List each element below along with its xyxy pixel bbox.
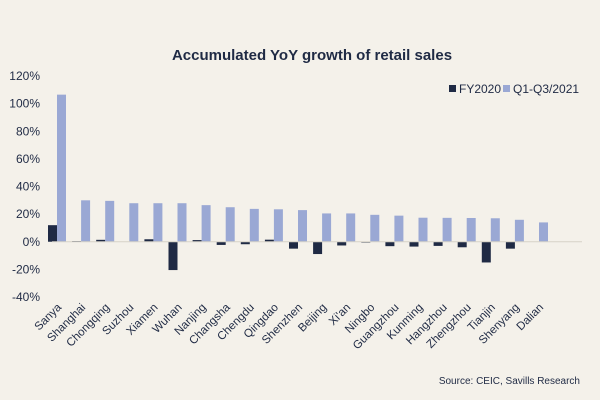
y-tick-label: 60% — [16, 152, 40, 166]
bar-fy2020-qingdao — [264, 239, 274, 242]
bar-fy2020-nanjing — [192, 240, 202, 242]
bar-q1-q3-2021-guangzhou — [394, 215, 404, 242]
bar-q1-q3-2021-suzhou — [129, 203, 139, 242]
y-tick-label: 80% — [16, 124, 40, 138]
legend-label: Q1-Q3/2021 — [513, 82, 579, 96]
bar-fy2020-chongqing — [96, 239, 106, 242]
y-tick-label: -20% — [12, 262, 40, 276]
bar-fy2020-kunming — [409, 241, 419, 247]
bar-fy2020-beijing — [313, 241, 323, 255]
bar-q1-q3-2021-tianjin — [490, 218, 500, 242]
source-note: Source: CEIC, Savills Research — [439, 376, 580, 387]
bar-fy2020-chengdu — [240, 241, 250, 245]
legend-swatch — [503, 85, 510, 92]
bar-fy2020-zhengzhou — [457, 241, 467, 248]
bar-fy2020-wuhan — [168, 241, 178, 271]
bar-q1-q3-2021-nanjing — [201, 205, 211, 242]
legend-label: FY2020 — [459, 82, 501, 96]
bar-fy2020-changsha — [216, 241, 226, 245]
bar-fy2020-xian — [337, 241, 347, 246]
bar-q1-q3-2021-beijing — [322, 213, 332, 242]
bar-fy2020-shenzhen — [289, 241, 298, 249]
bar-q1-q3-2021-shanghai — [81, 200, 91, 242]
bar-q1-q3-2021-dalian — [539, 222, 548, 242]
legend: FY2020 Q1-Q3/2021 — [449, 82, 579, 96]
bar-q1-q3-2021-xiamen — [153, 203, 163, 242]
bar-fy2020-xiamen — [144, 239, 154, 242]
bar-fy2020-tianjin — [481, 241, 491, 263]
y-tick-label: 100% — [9, 97, 40, 111]
legend-swatch — [449, 85, 456, 92]
bar-q1-q3-2021-ningbo — [370, 214, 380, 242]
y-axis: -40% -20% 0% 20% 40% 60% 80% 100% 120% — [9, 69, 40, 304]
x-tick-label: Dalian — [515, 302, 547, 334]
bars — [48, 94, 582, 271]
bar-fy2020-hangzhou — [433, 241, 443, 246]
chart-title: Accumulated YoY growth of retail sales — [172, 47, 452, 64]
y-tick-label: 0% — [23, 235, 41, 249]
x-axis: SanyaShanghaiChongqingSuzhouXiamenWuhanN… — [33, 301, 547, 352]
bar-q1-q3-2021-qingdao — [273, 209, 283, 242]
bar-q1-q3-2021-chengdu — [249, 208, 259, 242]
bar-q1-q3-2021-wuhan — [177, 203, 187, 242]
bar-q1-q3-2021-chongqing — [105, 200, 115, 242]
bar-q1-q3-2021-xian — [346, 213, 356, 242]
bar-q1-q3-2021-shenzhen — [298, 210, 307, 242]
bar-fy2020-guangzhou — [385, 241, 395, 247]
bar-fy2020-shenyang — [505, 241, 515, 249]
bar-q1-q3-2021-sanya — [57, 94, 66, 242]
y-tick-label: 20% — [16, 207, 40, 221]
y-tick-label: 40% — [16, 180, 40, 194]
bar-q1-q3-2021-hangzhou — [442, 217, 452, 242]
bar-q1-q3-2021-zhengzhou — [466, 217, 476, 242]
y-tick-label: 120% — [9, 69, 40, 83]
bar-q1-q3-2021-kunming — [418, 217, 428, 242]
bar-fy2020-sanya — [48, 225, 57, 242]
bar-q1-q3-2021-changsha — [225, 207, 235, 242]
bar-q1-q3-2021-shenyang — [514, 219, 524, 242]
y-tick-label: -40% — [12, 290, 40, 304]
